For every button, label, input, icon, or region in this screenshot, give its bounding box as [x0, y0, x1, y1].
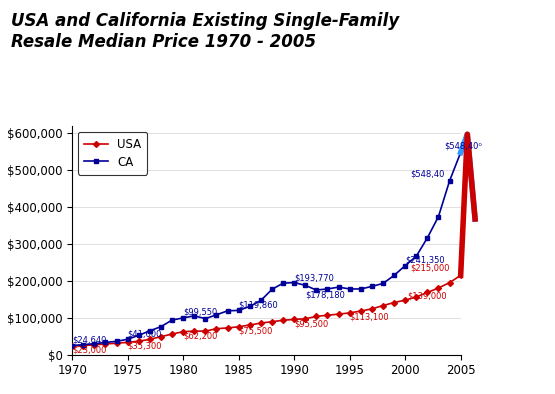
CA	[147, 329, 153, 333]
CA	[169, 318, 175, 322]
CA	[324, 286, 331, 291]
Text: $597,640: $597,640	[0, 393, 1, 394]
USA	[235, 324, 242, 329]
USA	[80, 343, 87, 348]
USA	[435, 286, 442, 290]
CA	[180, 316, 186, 320]
CA	[269, 287, 275, 292]
CA	[124, 337, 131, 342]
CA	[357, 286, 364, 291]
Text: USA and California Existing Single-Family
Resale Median Price 1970 - 2005: USA and California Existing Single-Famil…	[11, 12, 400, 50]
Text: $193,770: $193,770	[294, 273, 334, 282]
USA	[402, 298, 408, 303]
USA	[102, 342, 109, 346]
USA	[180, 329, 186, 334]
Text: $99,550: $99,550	[183, 308, 218, 317]
CA	[80, 342, 87, 347]
Text: $548,40: $548,40	[411, 169, 445, 178]
Text: $548,40⁰: $548,40⁰	[444, 142, 482, 151]
Text: $41,600: $41,600	[128, 329, 162, 338]
USA	[413, 295, 420, 299]
CA	[413, 254, 420, 259]
CA	[202, 316, 209, 321]
USA	[291, 317, 297, 322]
Text: $95,500: $95,500	[294, 319, 329, 328]
USA	[346, 310, 353, 315]
USA	[280, 318, 286, 323]
USA	[124, 340, 131, 345]
CA	[457, 150, 464, 155]
CA	[435, 214, 442, 219]
Text: $241,350: $241,350	[405, 256, 445, 265]
USA	[269, 319, 275, 324]
Text: $178,180: $178,180	[305, 290, 345, 299]
USA	[224, 325, 231, 330]
USA	[202, 329, 209, 333]
USA	[357, 309, 364, 313]
CA	[113, 339, 120, 344]
USA	[391, 300, 397, 305]
USA	[424, 290, 431, 295]
Text: $75,500: $75,500	[239, 326, 273, 335]
Text: $215,000: $215,000	[411, 264, 450, 273]
Text: $119,860: $119,860	[239, 301, 279, 309]
USA	[302, 316, 309, 321]
CA	[346, 286, 353, 291]
USA	[369, 307, 375, 311]
CA	[69, 343, 75, 348]
Text: $35,300: $35,300	[128, 341, 162, 350]
Text: $24,640: $24,640	[72, 336, 107, 345]
USA	[169, 332, 175, 336]
Text: $113,100: $113,100	[350, 312, 389, 322]
CA	[402, 263, 408, 268]
USA	[380, 303, 386, 308]
CA	[424, 236, 431, 240]
Line: CA: CA	[70, 150, 463, 348]
CA	[158, 324, 164, 329]
CA	[446, 178, 453, 183]
CA	[380, 281, 386, 286]
USA	[258, 321, 264, 325]
Legend: USA, CA: USA, CA	[78, 132, 147, 175]
CA	[224, 309, 231, 313]
CA	[302, 283, 309, 288]
CA	[235, 308, 242, 313]
CA	[246, 304, 253, 309]
USA	[69, 344, 75, 348]
USA	[91, 342, 98, 347]
CA	[291, 280, 297, 285]
USA	[324, 313, 331, 318]
USA	[446, 280, 453, 285]
USA	[246, 323, 253, 327]
CA	[91, 341, 98, 346]
CA	[258, 298, 264, 303]
CA	[102, 340, 109, 345]
CA	[313, 288, 320, 292]
Text: $62,200: $62,200	[183, 331, 218, 340]
Text: $368,000: $368,000	[0, 393, 1, 394]
Line: USA: USA	[70, 273, 463, 348]
Text: $139,000: $139,000	[407, 292, 447, 301]
USA	[135, 339, 142, 344]
USA	[158, 334, 164, 339]
CA	[213, 312, 220, 317]
CA	[369, 284, 375, 289]
USA	[457, 273, 464, 278]
USA	[335, 312, 342, 316]
Text: $23,000: $23,000	[72, 346, 107, 355]
USA	[147, 337, 153, 342]
CA	[191, 314, 198, 318]
USA	[113, 341, 120, 346]
CA	[280, 281, 286, 286]
USA	[213, 326, 220, 331]
USA	[313, 314, 320, 319]
CA	[135, 333, 142, 338]
CA	[391, 273, 397, 278]
USA	[191, 329, 198, 333]
CA	[335, 285, 342, 290]
